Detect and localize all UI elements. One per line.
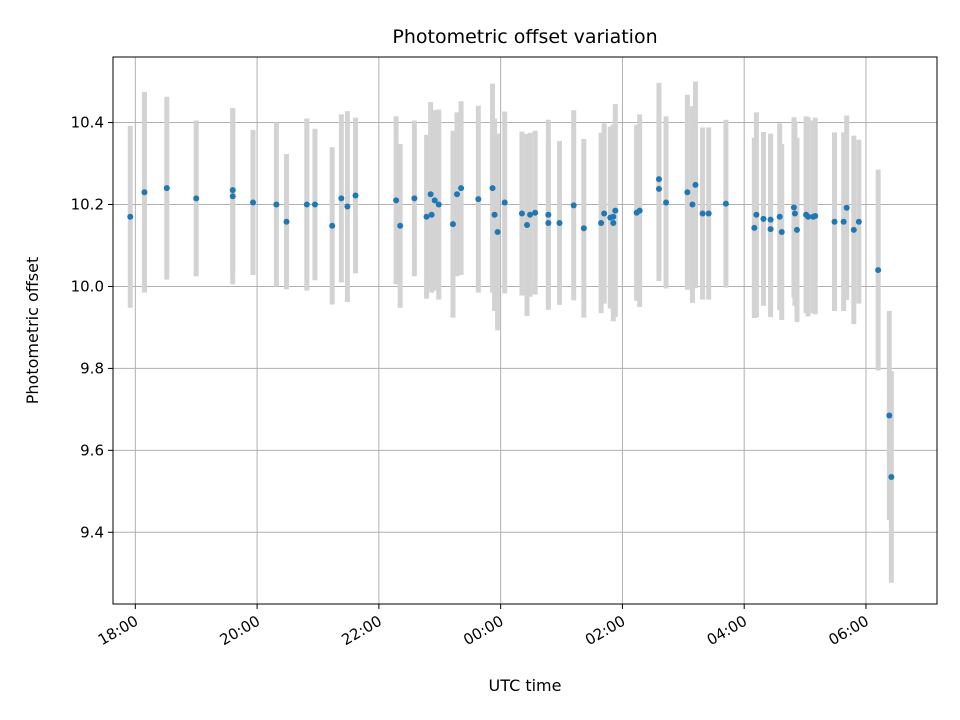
- data-point: [329, 222, 336, 229]
- data-point: [393, 197, 400, 204]
- y-axis-title: Photometric offset: [23, 257, 42, 405]
- data-point: [776, 213, 783, 220]
- data-point: [760, 215, 767, 222]
- data-point: [352, 192, 359, 199]
- y-tick-label: 9.4: [80, 523, 104, 541]
- data-point: [791, 210, 798, 217]
- data-point: [843, 204, 850, 211]
- data-point: [767, 216, 774, 223]
- data-point: [518, 210, 525, 217]
- data-point: [501, 199, 508, 206]
- plot-area-frame: [112, 56, 938, 605]
- data-point: [532, 209, 539, 216]
- data-point: [250, 199, 257, 206]
- data-points: [127, 176, 895, 480]
- data-point: [344, 203, 351, 210]
- data-point: [684, 189, 691, 196]
- data-point: [655, 185, 662, 192]
- data-point: [875, 267, 882, 274]
- data-point: [699, 210, 706, 217]
- data-point: [722, 200, 729, 207]
- x-axis-title: UTC time: [489, 676, 562, 695]
- data-point: [431, 197, 438, 204]
- data-point: [127, 213, 134, 220]
- data-point: [850, 226, 857, 233]
- data-point: [886, 412, 893, 419]
- data-point: [840, 218, 847, 225]
- data-point: [636, 207, 643, 214]
- data-point: [831, 218, 838, 225]
- data-point: [778, 228, 785, 235]
- data-point: [454, 191, 461, 198]
- data-point: [229, 193, 236, 200]
- data-point: [610, 219, 617, 226]
- data-point: [338, 195, 345, 202]
- y-tick-label: 9.8: [80, 359, 104, 377]
- data-point: [458, 185, 465, 192]
- data-point: [580, 225, 587, 232]
- data-point: [610, 213, 617, 220]
- data-point: [705, 210, 712, 217]
- data-point: [545, 211, 552, 218]
- y-tick-label: 10.0: [71, 277, 104, 295]
- data-point: [793, 226, 800, 233]
- data-point: [273, 201, 280, 208]
- data-point: [427, 191, 434, 198]
- data-point: [767, 226, 774, 233]
- data-point: [570, 202, 577, 209]
- y-axis: 9.4 9.6 9.8 10.0 10.2 10.4: [71, 114, 113, 541]
- data-point: [311, 201, 318, 208]
- data-point: [397, 222, 404, 229]
- data-point: [494, 228, 501, 235]
- data-point: [888, 473, 895, 480]
- y-tick-label: 10.4: [71, 114, 104, 132]
- data-point: [303, 201, 310, 208]
- data-point: [524, 221, 531, 228]
- data-point: [423, 213, 430, 220]
- data-point: [663, 199, 670, 206]
- data-point: [411, 195, 418, 202]
- data-point: [163, 185, 170, 192]
- data-point: [428, 211, 435, 218]
- data-point: [601, 210, 608, 217]
- y-tick-label: 9.6: [80, 441, 104, 459]
- data-point: [655, 176, 662, 183]
- data-point: [612, 207, 619, 214]
- data-point: [449, 221, 456, 228]
- data-point: [855, 218, 862, 225]
- data-point: [556, 219, 563, 226]
- data-point: [141, 189, 148, 196]
- data-point: [475, 196, 482, 203]
- data-point: [692, 181, 699, 188]
- data-point: [489, 185, 496, 192]
- data-point: [435, 201, 442, 208]
- data-point: [193, 195, 200, 202]
- data-point: [283, 218, 290, 225]
- data-point: [753, 211, 760, 218]
- y-tick-label: 10.2: [71, 196, 104, 214]
- data-point: [790, 204, 797, 211]
- data-point: [545, 219, 552, 226]
- data-point: [598, 219, 605, 226]
- chart-title: Photometric offset variation: [392, 26, 657, 48]
- data-point: [229, 187, 236, 194]
- data-point: [527, 211, 534, 218]
- data-point: [491, 211, 498, 218]
- data-point: [689, 201, 696, 208]
- data-point: [751, 224, 758, 231]
- data-point: [805, 213, 812, 220]
- data-point: [812, 212, 819, 219]
